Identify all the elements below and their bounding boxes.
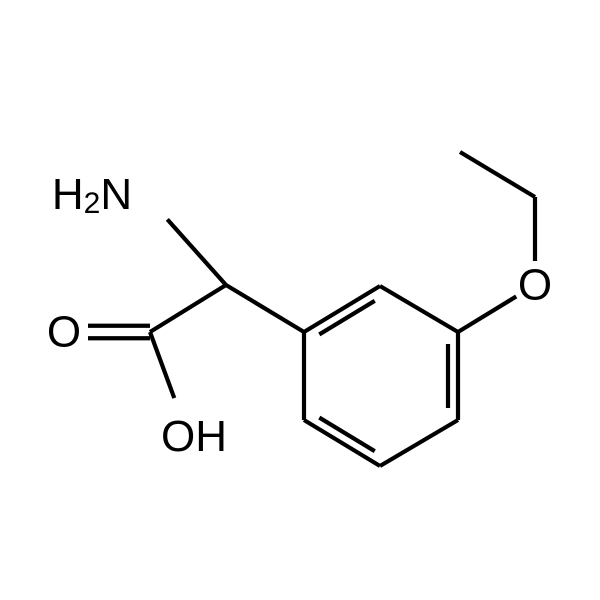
ether-oxygen-label: O xyxy=(518,261,552,310)
amine-label: H2N xyxy=(52,170,132,220)
molecule-diagram: O OH H2N O xyxy=(0,0,600,600)
oxygen-double-label: O xyxy=(47,308,81,357)
hydroxyl-label: OH xyxy=(161,412,227,461)
